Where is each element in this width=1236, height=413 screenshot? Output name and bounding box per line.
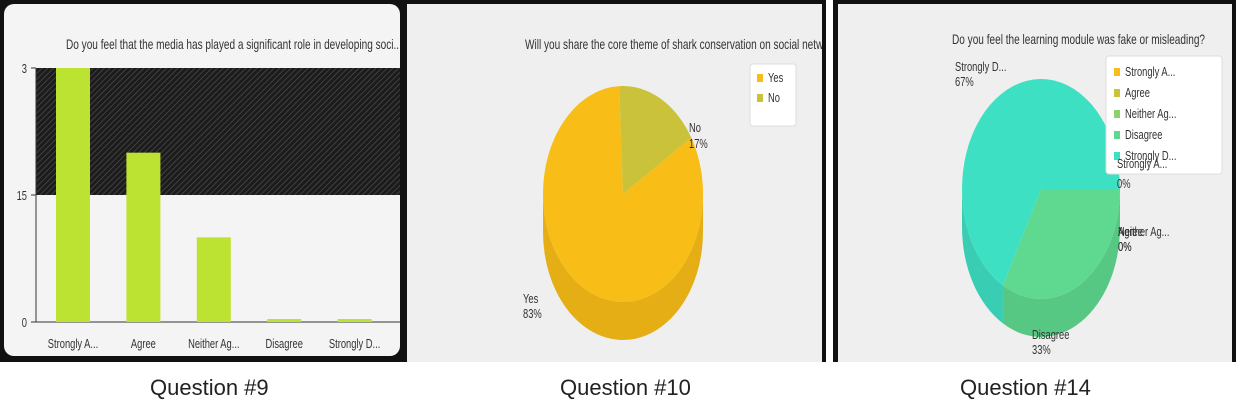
bar <box>56 68 90 322</box>
slice-label-value: 0% <box>1117 178 1131 192</box>
x-tick-label: Strongly D... <box>329 338 380 352</box>
slice-label-name: Yes <box>523 293 539 307</box>
legend-swatch <box>757 94 763 102</box>
pie-slice <box>543 86 703 302</box>
pie-chart-share: Will you share the core theme of shark c… <box>523 36 822 340</box>
slice-label-value: 83% <box>523 308 542 322</box>
pie-side <box>962 189 1003 324</box>
y-tick-label: 15 <box>17 190 27 204</box>
caption-question-9: Question #9 <box>150 375 269 400</box>
legend-swatch <box>1114 89 1120 97</box>
slice-label-value: 0% <box>1118 241 1132 255</box>
bar-chart-panel: Do you feel that the media has played a … <box>0 0 406 362</box>
slice-label-name: Strongly D... <box>955 61 1006 75</box>
x-tick-label: Neither Ag... <box>188 338 239 352</box>
legend-swatch <box>757 74 763 82</box>
bar <box>196 237 231 322</box>
slice-label-name: Agree <box>1118 226 1143 240</box>
caption-question-10: Question #10 <box>560 375 691 400</box>
legend-swatch <box>1114 68 1120 76</box>
legend-label: Strongly A... <box>1125 66 1175 80</box>
bar-chart: Do you feel that the media has played a … <box>17 36 400 352</box>
pie-slice <box>962 78 1120 286</box>
y-tick-label: 0 <box>22 317 27 331</box>
pie-slice <box>619 86 692 194</box>
legend-swatch <box>1114 131 1120 139</box>
x-tick-label: Strongly A... <box>48 338 98 352</box>
legend-label: Neither Ag... <box>1125 108 1176 122</box>
legend-label: No <box>768 92 780 106</box>
legend-label: Agree <box>1125 87 1150 101</box>
legend-label: Strongly D... <box>1125 150 1176 164</box>
legend-label: Disagree <box>1125 129 1162 143</box>
legend-label: Yes <box>768 72 784 86</box>
chart-title: Do you feel the learning module was fake… <box>952 31 1205 47</box>
bar <box>126 152 161 322</box>
pie-chart-share-panel: Will you share the core theme of shark c… <box>403 0 826 362</box>
slice-label-name: Disagree <box>1032 329 1069 343</box>
x-tick-label: Disagree <box>265 338 302 352</box>
chart-title: Do you feel that the media has played a … <box>66 36 400 52</box>
pie-side <box>543 194 703 340</box>
chart-title: Will you share the core theme of shark c… <box>525 36 822 52</box>
bar <box>267 319 302 322</box>
bar <box>337 319 372 322</box>
slice-label-value: 0% <box>1118 241 1132 255</box>
slice-label-value: 33% <box>1032 344 1051 358</box>
x-tick-label: Agree <box>131 338 156 352</box>
slice-label-value: 67% <box>955 76 974 90</box>
slice-label-name: Neither Ag... <box>1118 226 1169 240</box>
slice-label-name: Strongly A... <box>1117 158 1167 172</box>
legend-swatch <box>1114 152 1120 160</box>
legend-swatch <box>1114 110 1120 118</box>
caption-question-14: Question #14 <box>960 375 1091 400</box>
pie-chart-module: Do you feel the learning module was fake… <box>952 31 1223 358</box>
y-tick-label: 3 <box>22 63 27 77</box>
pie-slice <box>1002 189 1120 299</box>
slice-label-value: 17% <box>689 138 708 152</box>
pie-side <box>1002 189 1120 337</box>
pie-chart-module-panel: Do you feel the learning module was fake… <box>833 0 1236 362</box>
legend-box <box>1105 55 1223 175</box>
upper-band <box>36 68 400 195</box>
slice-label-name: No <box>689 122 701 136</box>
